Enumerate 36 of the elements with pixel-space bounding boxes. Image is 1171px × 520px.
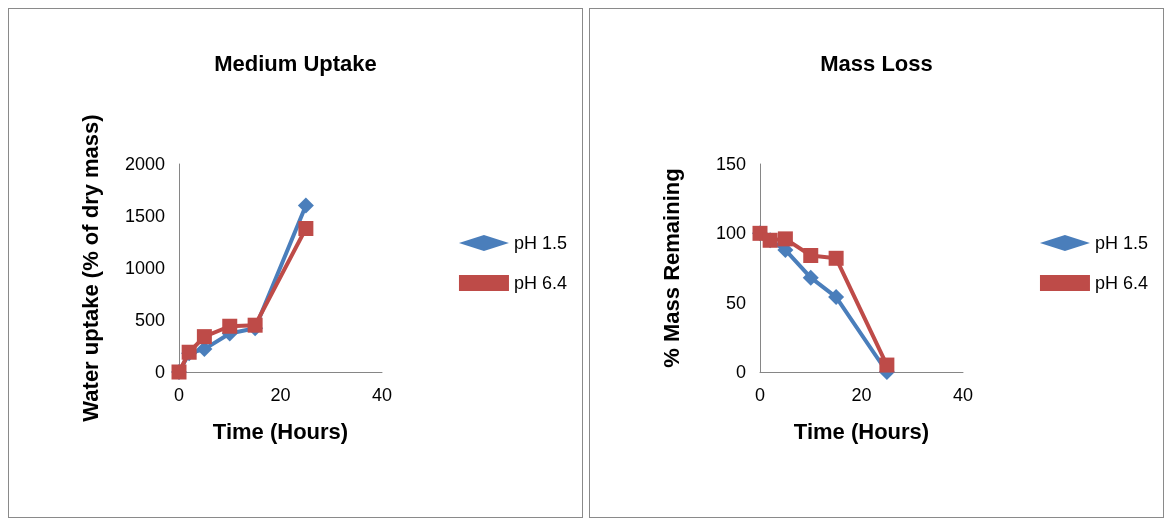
y-tick-label: 150 — [715, 154, 746, 174]
legend-label: pH 1.5 — [513, 233, 568, 253]
x-tick-label: 40 — [952, 385, 974, 405]
x-tick-label: 20 — [851, 385, 872, 405]
point — [247, 317, 263, 333]
y-tick-label: 1500 — [124, 206, 165, 226]
x-tick-label: 20 — [270, 385, 291, 405]
x-tick-label: 40 — [371, 385, 393, 405]
y-tick-label: 100 — [715, 223, 746, 244]
point — [828, 289, 845, 306]
y-axis-title: % Mass Remaining — [658, 168, 684, 368]
point — [222, 318, 238, 334]
x-axis-title: Time (Hours) — [212, 418, 349, 444]
x-axis-title: Time (Hours) — [793, 418, 930, 444]
legend-label: pH 6.4 — [1094, 273, 1149, 293]
y-tick-label: 500 — [134, 310, 165, 330]
y-tick-label: 0 — [154, 362, 165, 382]
x-tick-label: 0 — [173, 385, 185, 405]
legend-label: pH 1.5 — [1094, 233, 1149, 253]
chart-title: Medium Uptake — [214, 50, 377, 76]
point — [297, 197, 314, 214]
point — [802, 269, 819, 286]
point — [828, 250, 844, 266]
point — [803, 248, 819, 264]
y-tick-label: 1000 — [124, 258, 165, 278]
point — [777, 231, 793, 247]
x-tick-label: 0 — [754, 385, 766, 405]
chart-title: Mass Loss — [820, 50, 933, 76]
y-tick-label: 0 — [735, 362, 746, 382]
y-axis-title: Water uptake (% of dry mass) — [77, 114, 103, 422]
legend-label: pH 6.4 — [513, 273, 568, 293]
point — [196, 329, 212, 345]
y-tick-label: 2000 — [124, 154, 165, 174]
point — [879, 357, 895, 373]
y-tick-label: 50 — [725, 292, 746, 313]
point — [298, 220, 314, 236]
